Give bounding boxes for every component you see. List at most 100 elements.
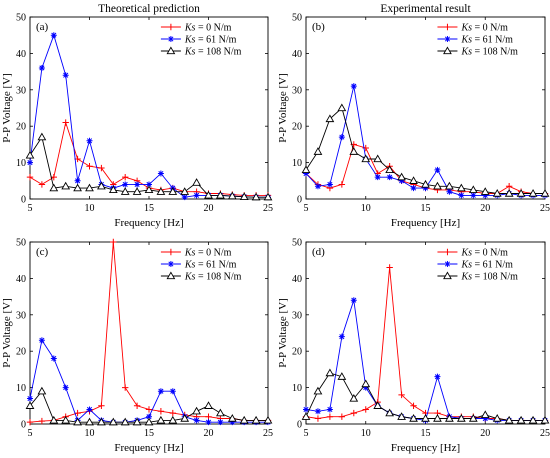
data-point: [445, 181, 454, 190]
x-tick-label: 25: [540, 428, 550, 439]
data-point: [86, 163, 93, 170]
data-point: [97, 417, 106, 426]
data-point: [398, 177, 405, 184]
y-tick-label: 50: [292, 13, 302, 24]
data-point: [192, 406, 201, 415]
data-point: [144, 417, 154, 426]
data-point: [26, 173, 34, 181]
data-point: [446, 188, 453, 195]
y-tick-label: 0: [21, 195, 26, 206]
data-point: [169, 409, 176, 417]
legend-marker: [443, 271, 452, 280]
data-point: [422, 185, 429, 192]
legend-label: Ks = 61 N/m: [460, 260, 513, 271]
data-point: [468, 185, 478, 194]
data-point: [362, 406, 369, 413]
data-point: [338, 413, 346, 420]
data-point: [98, 402, 105, 409]
data-point: [50, 355, 57, 362]
data-point: [385, 165, 395, 174]
data-point: [25, 150, 35, 159]
data-point: [326, 406, 333, 413]
data-point: [122, 173, 129, 181]
legend-label: Ks = 61 N/m: [460, 35, 513, 46]
data-point: [227, 414, 237, 422]
data-point: [74, 409, 81, 417]
data-point: [38, 337, 45, 344]
data-point: [516, 189, 526, 197]
legend-label: Ks = 0 N/m: [460, 23, 508, 34]
chart-panel-2: 5 10 15 20 25 0 10 20 30 40 50 Frequency [Hz] P-P Vo…: [277, 3, 550, 229]
data-point: [301, 165, 311, 174]
data-point: [480, 187, 490, 195]
legend-label: Ks = 61 N/m: [184, 35, 237, 46]
data-point: [314, 183, 321, 190]
data-point: [482, 192, 489, 199]
data-point: [325, 368, 335, 377]
data-point: [108, 417, 118, 426]
data-point: [168, 415, 178, 424]
data-point: [456, 414, 466, 422]
data-point: [205, 413, 212, 420]
y-tick-label: 10: [292, 383, 302, 394]
data-point: [25, 401, 35, 409]
x-tick-label: 10: [361, 428, 371, 439]
data-point: [505, 183, 513, 190]
y-tick-label: 30: [292, 310, 302, 321]
data-point: [350, 409, 357, 417]
y-tick-label: 50: [16, 13, 26, 24]
data-point: [314, 415, 322, 422]
panel-title: Theoretical prediction: [98, 3, 200, 15]
data-point: [73, 417, 82, 426]
series-line: [305, 267, 545, 421]
panel-tag: (a): [36, 21, 49, 33]
data-point: [134, 181, 141, 188]
data-point: [50, 32, 57, 39]
data-point: [540, 189, 550, 197]
data-point: [216, 190, 225, 199]
data-point: [146, 413, 152, 420]
data-point: [120, 417, 130, 426]
data-point: [122, 181, 129, 188]
data-point: [456, 183, 466, 192]
series-3: [301, 368, 550, 424]
data-point: [326, 413, 334, 420]
data-point: [434, 373, 441, 380]
data-point: [325, 114, 335, 123]
x-tick-label: 5: [28, 428, 33, 439]
data-point: [458, 192, 465, 199]
series-3: [25, 132, 273, 201]
data-point: [61, 415, 71, 424]
y-tick-label: 40: [292, 274, 302, 285]
legend-label: Ks = 108 N/m: [460, 47, 518, 58]
data-point: [434, 166, 441, 173]
data-point: [86, 406, 93, 413]
data-point: [27, 159, 33, 166]
x-tick-label: 25: [540, 203, 550, 214]
y-tick-label: 10: [292, 158, 302, 169]
series-line: [305, 86, 545, 196]
data-point: [337, 103, 347, 112]
x-tick-label: 15: [421, 203, 431, 214]
data-point: [421, 179, 430, 188]
data-point: [156, 187, 166, 195]
data-point: [350, 83, 357, 90]
x-tick-label: 15: [144, 203, 154, 214]
data-point: [397, 172, 406, 181]
data-point: [313, 147, 323, 155]
y-axis-label: P-P Voltage [V]: [277, 298, 289, 367]
data-point: [85, 183, 94, 192]
legend-label: Ks = 61 N/m: [184, 260, 237, 271]
data-point: [349, 394, 359, 402]
x-tick-label: 15: [421, 428, 431, 439]
data-point: [361, 154, 371, 163]
data-point: [86, 137, 93, 144]
data-point: [98, 164, 105, 172]
x-axis-label: Frequency [Hz]: [391, 217, 460, 229]
data-point: [251, 192, 261, 201]
legend-marker: [444, 248, 451, 256]
data-point: [374, 174, 381, 181]
data-point: [468, 414, 478, 422]
data-point: [85, 417, 94, 426]
data-point: [386, 174, 393, 181]
